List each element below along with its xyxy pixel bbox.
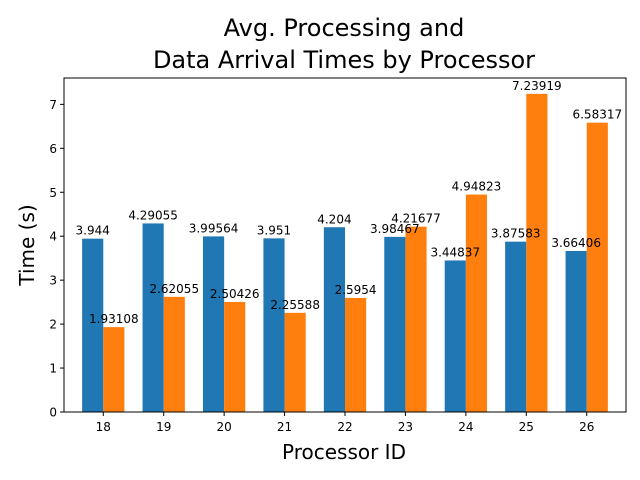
y-tick-label: 2 (49, 318, 57, 332)
chart-title-line-2: Data Arrival Times by Processor (153, 46, 535, 74)
value-label-series-1-25: 3.87583 (491, 227, 541, 241)
value-label-series-1-22: 4.204 (317, 212, 351, 226)
y-tick-label: 1 (49, 362, 57, 376)
value-label-series-2-24: 4.94823 (452, 180, 502, 194)
value-label-series-2-21: 2.25588 (270, 298, 320, 312)
plot-area: 3.944 4.29055 3.99564 3.951 4.204 3.98467 3.44… (49, 77, 627, 434)
y-tick-label: 7 (49, 98, 57, 112)
value-label-series-2-22: 2.5954 (335, 283, 377, 297)
x-tick-label: 23 (398, 420, 413, 434)
bar-series-1-24 (444, 260, 466, 412)
value-label-series-1-26: 3.66406 (551, 236, 601, 250)
bar-series-2-24 (465, 194, 488, 412)
value-label-series-1-19: 4.29055 (128, 208, 178, 222)
bar-series-1-20 (202, 236, 225, 412)
value-label-series-2-20: 2.50426 (210, 287, 260, 301)
y-axis-label: Time (s) (15, 204, 39, 286)
x-tick-label: 20 (216, 420, 231, 434)
x-tick-label: 18 (96, 420, 111, 434)
bar-series-1-22 (323, 227, 345, 412)
bar-series-2-26 (586, 122, 608, 412)
bar-series-2-20 (224, 301, 246, 412)
bar-series-2-22 (345, 297, 367, 412)
x-tick-label: 26 (579, 420, 594, 434)
y-tick-label: 6 (49, 142, 57, 156)
bar-series-2-23 (405, 226, 427, 412)
bar-series-1-25 (505, 241, 527, 412)
x-tick-label: 24 (458, 420, 473, 434)
value-label-series-2-26: 6.58317 (572, 108, 622, 122)
value-label-series-1-23: 3.98467 (370, 222, 420, 236)
y-tick-label: 5 (49, 186, 57, 200)
bar-series-1-18 (82, 238, 104, 412)
value-label-series-1-18: 3.944 (76, 224, 110, 238)
x-tick-label: 19 (156, 420, 171, 434)
x-axis-label: Processor ID (282, 440, 406, 464)
value-label-series-1-24: 3.44837 (430, 245, 480, 259)
value-label-series-2-23: 4.21677 (391, 212, 441, 226)
bar-series-2-18 (103, 327, 125, 412)
y-tick-label: 0 (49, 406, 57, 420)
bar-series-2-25 (526, 93, 548, 413)
x-tick-label: 21 (277, 420, 292, 434)
bar-series-1-26 (565, 250, 587, 412)
x-tick-label: 22 (337, 420, 352, 434)
value-label-series-2-25: 7.23919 (512, 79, 562, 93)
bar-series-2-19 (163, 296, 185, 412)
value-label-series-1-20: 3.99564 (189, 221, 239, 235)
value-label-series-2-19: 2.62055 (149, 282, 199, 296)
bar-series-1-21 (263, 238, 285, 412)
bar-series-1-19 (142, 223, 164, 412)
x-tick-label: 25 (519, 420, 534, 434)
value-label-series-2-18: 1.93108 (89, 312, 139, 326)
bar-series-1-23 (384, 236, 406, 412)
value-label-series-1-21: 3.951 (257, 223, 291, 237)
bar-series-2-21 (284, 312, 306, 412)
y-tick-label: 4 (49, 230, 57, 244)
chart-title-line-1: Avg. Processing and (224, 14, 465, 42)
y-tick-label: 3 (49, 274, 57, 288)
